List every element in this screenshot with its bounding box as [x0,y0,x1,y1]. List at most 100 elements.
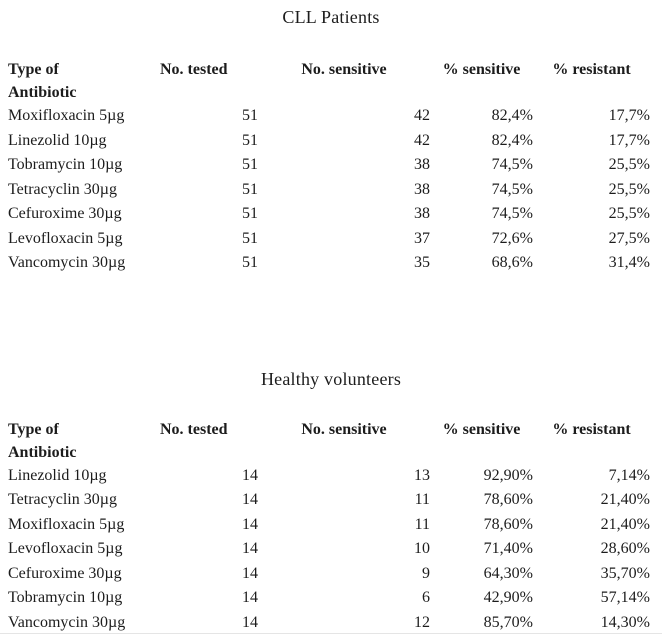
cell-pct-resistant: 7,14% [608,466,650,484]
col-header-pct-sensitive: % sensitive [442,420,521,438]
table-row: Vancomycin 30µg 14 12 85,70% 14,30% [8,611,650,635]
table-row: Cefuroxime 30µg 14 9 64,30% 35,70% [8,562,650,587]
table-row: Tobramycin 10µg 14 6 42,90% 57,14% [8,586,650,611]
cell-no-sensitive: 11 [414,491,430,508]
cell-pct-sensitive: 74,5% [491,156,533,173]
cell-no-tested: 51 [242,131,258,149]
cell-no-sensitive: 38 [414,156,430,173]
cell-antibiotic: Levofloxacin 5µg [8,229,123,247]
cell-no-tested: 51 [242,205,258,222]
cell-no-tested: 51 [242,254,258,271]
cell-pct-resistant: 27,5% [608,229,650,247]
col-header-pct-sensitive: % sensitive [442,61,521,78]
cell-pct-resistant: 25,5% [608,205,650,222]
cell-no-tested: 14 [242,515,258,533]
cell-antibiotic: Moxifloxacin 5µg [8,107,125,124]
col-header-no-sensitive: No. sensitive [301,420,387,438]
cell-pct-resistant: 21,40% [600,515,650,533]
cell-pct-resistant: 25,5% [608,180,650,198]
cell-antibiotic: Vancomycin 30µg [8,254,126,271]
cell-pct-sensitive: 64,30% [483,564,533,582]
table-title-cll-patients: CLL Patients [282,7,380,27]
cell-pct-resistant: 21,40% [600,491,650,508]
cell-no-sensitive: 9 [422,564,430,582]
cell-pct-sensitive: 68,6% [491,254,533,271]
table-row: Tobramycin 10µg 51 38 74,5% 25,5% [8,153,650,178]
cell-no-sensitive: 13 [414,466,430,484]
table-row: Linezolid 10µg 14 13 92,90% 7,14% [8,464,650,489]
cell-antibiotic: Vancomycin 30µg [8,613,126,631]
cell-pct-resistant: 35,70% [600,564,650,582]
cell-antibiotic: Cefuroxime 30µg [8,564,122,582]
cell-antibiotic: Linezolid 10µg [8,466,107,484]
cell-antibiotic: Tetracyclin 30µg [8,491,117,508]
cell-pct-sensitive: 78,60% [483,515,533,533]
table-row: Vancomycin 30µg 51 35 68,6% 31,4% [8,251,650,276]
cell-no-tested: 14 [242,466,258,484]
col-header-no-tested: No. tested [160,61,228,78]
col-header-pct-resistant: % resistant [552,420,631,438]
cell-antibiotic: Tobramycin 10µg [8,156,123,173]
cell-antibiotic: Cefuroxime 30µg [8,205,122,222]
cell-pct-resistant: 25,5% [608,156,650,173]
header-row: Type of Antibiotic No. tested No. sensit… [8,58,650,104]
cell-no-sensitive: 12 [414,613,430,631]
cell-no-sensitive: 37 [414,229,430,247]
col-header-pct-resistant: % resistant [552,61,631,78]
cell-antibiotic: Tobramycin 10µg [8,589,123,606]
col-header-type-of-antibiotic: Type of Antibiotic [8,61,77,101]
table-row: Levofloxacin 5µg 14 10 71,40% 28,60% [8,537,650,562]
cell-no-sensitive: 10 [414,540,430,557]
cell-no-tested: 14 [242,491,258,508]
table-title-healthy-volunteers: Healthy volunteers [260,368,402,389]
cell-no-tested: 51 [242,107,258,124]
cell-antibiotic: Tetracyclin 30µg [8,180,117,198]
col-header-no-tested: No. tested [160,420,228,438]
header-row: Type of Antibiotic No. tested No. sensit… [8,418,650,464]
cell-pct-sensitive: 92,90% [483,466,533,484]
cell-pct-sensitive: 74,5% [491,205,533,222]
cell-pct-resistant: 57,14% [600,589,650,606]
cell-no-tested: 14 [242,564,258,582]
cell-no-sensitive: 42 [414,131,430,149]
cell-pct-sensitive: 82,4% [491,131,533,149]
cell-no-sensitive: 11 [414,515,430,533]
cell-no-tested: 14 [242,589,258,606]
table-row: Linezolid 10µg 51 42 82,4% 17,7% [8,129,650,154]
cell-pct-sensitive: 72,6% [491,229,533,247]
cell-pct-sensitive: 71,40% [483,540,533,557]
cell-pct-resistant: 17,7% [608,131,650,149]
healthy-volunteers-table: Type of Antibiotic No. tested No. sensit… [8,418,650,635]
table-row: Tetracyclin 30µg 14 11 78,60% 21,40% [8,488,650,513]
col-header-no-sensitive: No. sensitive [301,61,387,78]
cell-pct-sensitive: 82,4% [491,107,533,124]
cll-patients-table: Type of Antibiotic No. tested No. sensit… [8,58,650,276]
table-row: Tetracyclin 30µg 51 38 74,5% 25,5% [8,178,650,203]
cell-pct-resistant: 14,30% [600,613,650,631]
cell-no-tested: 14 [242,613,258,631]
table-row: Levofloxacin 5µg 51 37 72,6% 27,5% [8,227,650,252]
col-header-type-of-antibiotic: Type of Antibiotic [8,420,77,461]
cell-antibiotic: Levofloxacin 5µg [8,540,123,557]
cell-no-sensitive: 38 [414,205,430,222]
cell-pct-sensitive: 74,5% [491,180,533,198]
cell-no-sensitive: 38 [414,180,430,198]
cell-pct-resistant: 31,4% [608,254,650,271]
cell-no-sensitive: 6 [422,589,430,606]
cell-pct-sensitive: 42,90% [483,589,533,606]
cell-no-sensitive: 35 [414,254,430,271]
cell-pct-resistant: 17,7% [608,107,650,124]
cell-pct-sensitive: 85,70% [483,613,533,631]
table-row: Moxifloxacin 5µg 51 42 82,4% 17,7% [8,104,650,129]
cell-no-tested: 14 [242,540,258,557]
table-row: Moxifloxacin 5µg 14 11 78,60% 21,40% [8,513,650,538]
cell-pct-resistant: 28,60% [600,540,650,557]
cell-antibiotic: Linezolid 10µg [8,131,107,149]
scan-edge-line [0,633,662,634]
cell-antibiotic: Moxifloxacin 5µg [8,515,125,533]
table-row: Cefuroxime 30µg 51 38 74,5% 25,5% [8,202,650,227]
cell-no-tested: 51 [242,229,258,247]
cell-no-tested: 51 [242,180,258,198]
cell-no-sensitive: 42 [414,107,430,124]
